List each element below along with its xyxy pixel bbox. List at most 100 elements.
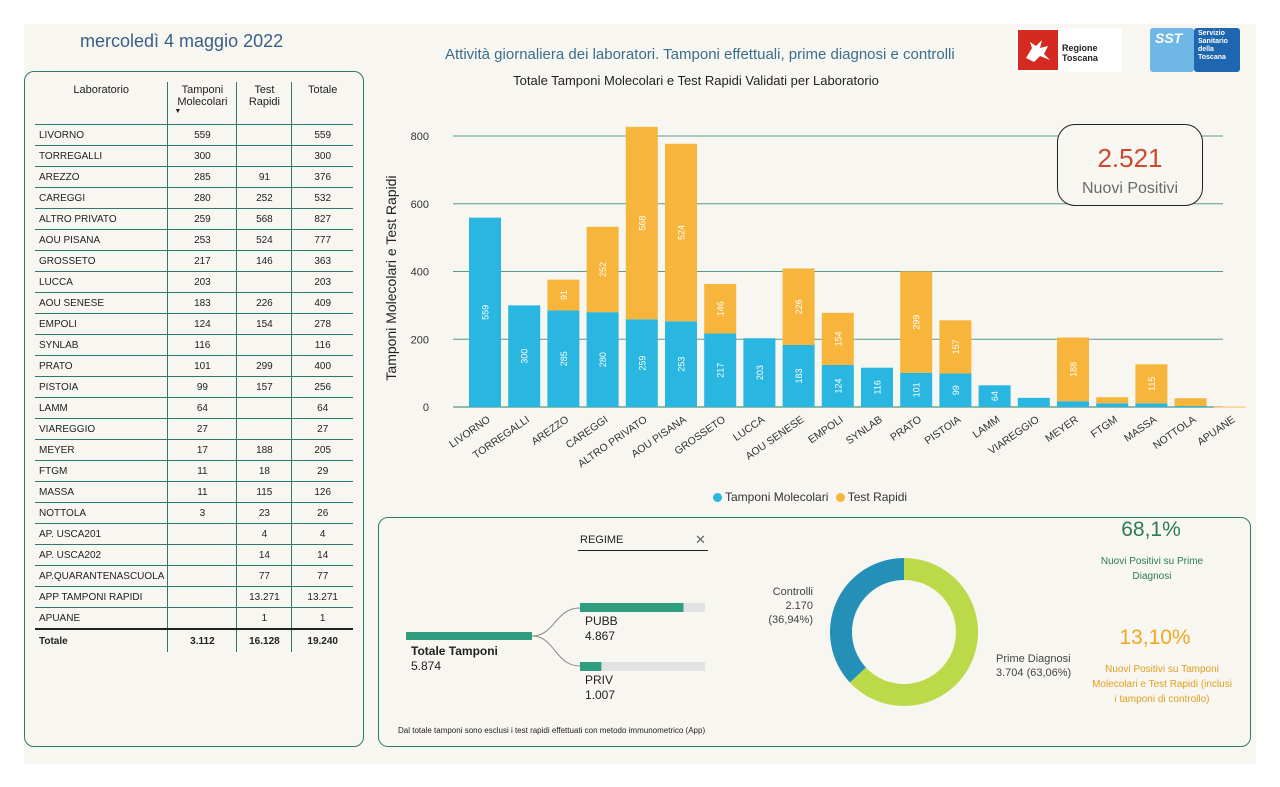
bar-rapidi[interactable]	[625, 126, 658, 320]
cell-laboratorio: SYNLAB	[35, 334, 168, 356]
y-tick-label: 0	[423, 402, 429, 414]
controlli-name: Controlli	[772, 586, 813, 598]
bar-molecolari[interactable]	[900, 372, 933, 407]
bar-rapidi[interactable]	[665, 143, 697, 322]
bar-molecolari[interactable]	[939, 373, 972, 407]
legend-item-molecolari[interactable]: Tamponi Molecolari	[713, 490, 828, 504]
table-row[interactable]: AOU PISANA 253 524 777	[35, 229, 353, 251]
table-row[interactable]: GROSSETO 217 146 363	[35, 250, 353, 272]
cell-laboratorio: TORREGALLI	[35, 145, 168, 167]
table-row[interactable]: AP.QUARANTENASCUOLA 77 77	[35, 565, 353, 587]
cell-totale: 29	[291, 460, 353, 482]
cell-tamponi	[167, 544, 237, 566]
regime-filter-label[interactable]: REGIME	[580, 534, 624, 546]
bar-molecolari[interactable]	[665, 321, 697, 407]
bar-molecolari[interactable]	[821, 364, 854, 407]
table-row[interactable]: FTGM 11 18 29	[35, 460, 353, 482]
priv-bar[interactable]	[580, 662, 602, 671]
table-row[interactable]: AP. USCA202 14 14	[35, 544, 353, 566]
cell-totale: 203	[291, 271, 353, 293]
bar-rapidi[interactable]	[704, 284, 737, 334]
x-tick-label: SYNLAB	[844, 414, 885, 448]
column-header-test-rapidi[interactable]: Test Rapidi	[236, 82, 292, 125]
table-row[interactable]: AP. USCA201 4 4	[35, 523, 353, 545]
bar-molecolari[interactable]	[861, 367, 893, 407]
table-row[interactable]: AREZZO 285 91 376	[35, 166, 353, 188]
controlli-label: Controlli 2.170 (36,94%)	[738, 585, 813, 627]
bar-rapidi[interactable]	[1174, 398, 1207, 406]
table-row[interactable]: AOU SENESE 183 226 409	[35, 292, 353, 314]
bar-rapidi[interactable]	[1135, 364, 1168, 404]
bar-molecolari[interactable]	[1096, 403, 1129, 407]
table-row[interactable]: LIVORNO 559 559	[35, 124, 353, 146]
cell-totale: 532	[291, 187, 353, 209]
table-row[interactable]: PISTOIA 99 157 256	[35, 376, 353, 398]
bar-molecolari[interactable]	[1017, 397, 1050, 407]
donut-slice-controlli[interactable]	[830, 558, 904, 683]
table-row[interactable]: VIAREGGIO 27 27	[35, 418, 353, 440]
table-total-row[interactable]: Totale 3.112 16.128 19.240	[35, 628, 353, 652]
prime-diagnosi-name: Prime Diagnosi	[996, 653, 1071, 665]
cell-laboratorio: LUCCA	[35, 271, 168, 293]
sst-long-label: Servizio Sanitario della Toscana	[1198, 30, 1228, 61]
table-row[interactable]: CAREGGI 280 252 532	[35, 187, 353, 209]
clear-filter-icon[interactable]: ✕	[695, 532, 706, 547]
table-row[interactable]: TORREGALLI 300 300	[35, 145, 353, 167]
table-row[interactable]: APUANE 1 1	[35, 607, 353, 630]
table-row[interactable]: LUCCA 203 203	[35, 271, 353, 293]
data-label: 64	[990, 391, 1000, 401]
bar-rapidi[interactable]	[821, 312, 854, 365]
priv-label: PRIV	[585, 673, 614, 687]
bar-rapidi[interactable]	[939, 320, 972, 374]
pubb-bar[interactable]	[580, 603, 684, 612]
table-row[interactable]: MASSA 11 115 126	[35, 481, 353, 503]
chart-title: Totale Tamponi Molecolari e Test Rapidi …	[513, 73, 879, 88]
cell-tamponi: 300	[167, 145, 237, 167]
bar-rapidi[interactable]	[1096, 397, 1129, 404]
positives-on-tests-label: Nuovi Positivi su Tamponi Molecolari e T…	[1092, 664, 1232, 705]
column-header-laboratorio[interactable]: Laboratorio	[35, 82, 168, 125]
bar-molecolari[interactable]	[469, 217, 501, 407]
column-header-tamponi[interactable]: Tamponi Molecolari ▼	[167, 82, 237, 125]
bar-molecolari[interactable]	[743, 338, 776, 407]
cell-totale: 300	[291, 145, 353, 167]
cell-tamponi	[167, 565, 237, 587]
table-row[interactable]: SYNLAB 116 116	[35, 334, 353, 356]
donut-slice-prime-diagnosi[interactable]	[849, 558, 978, 706]
bar-rapidi[interactable]	[586, 226, 619, 313]
table-row[interactable]: NOTTOLA 3 23 26	[35, 502, 353, 524]
bar-molecolari[interactable]	[782, 345, 815, 407]
table-row[interactable]: PRATO 101 299 400	[35, 355, 353, 377]
table-row[interactable]: APP TAMPONI RAPIDI 13.271 13.271	[35, 586, 353, 608]
table-row[interactable]: LAMM 64 64	[35, 397, 353, 419]
table-row[interactable]: ALTRO PRIVATO 259 568 827	[35, 208, 353, 230]
bar-molecolari[interactable]	[1174, 405, 1207, 407]
stacked-bar-chart: Totale Tamponi Molecolari e Test Rapidi …	[383, 73, 1246, 470]
total-bar[interactable]	[406, 632, 532, 640]
table-row[interactable]: MEYER 17 188 205	[35, 439, 353, 461]
bar-rapidi[interactable]	[900, 271, 933, 373]
bar-molecolari[interactable]	[586, 312, 619, 407]
bar-rapidi[interactable]	[1057, 337, 1089, 402]
cell-totale: 1	[291, 607, 353, 630]
bar-molecolari[interactable]	[704, 333, 737, 407]
table-row[interactable]: EMPOLI 124 154 278	[35, 313, 353, 335]
y-tick-label: 400	[411, 267, 429, 279]
page-title: Attività giornaliera dei laboratori. Tam…	[445, 46, 955, 63]
bar-rapidi[interactable]	[1213, 406, 1246, 408]
cell-totale: 126	[291, 481, 353, 503]
bar-molecolari[interactable]	[625, 319, 658, 407]
cell-test-rapidi: 4	[236, 523, 292, 545]
laboratory-table-panel: Laboratorio Tamponi Molecolari ▼ Test Rap…	[24, 71, 364, 747]
bar-rapidi[interactable]	[547, 279, 580, 311]
bar-rapidi[interactable]	[782, 268, 815, 346]
regime-filter-underline	[578, 550, 708, 551]
bar-molecolari[interactable]	[1057, 401, 1089, 407]
bar-molecolari[interactable]	[547, 310, 580, 407]
sort-down-icon[interactable]: ▼	[174, 108, 182, 115]
bar-molecolari[interactable]	[508, 305, 541, 407]
column-header-totale[interactable]: Totale	[291, 82, 353, 125]
bar-molecolari[interactable]	[978, 385, 1011, 407]
bar-molecolari[interactable]	[1135, 403, 1168, 407]
legend-item-rapidi[interactable]: Test Rapidi	[835, 490, 907, 504]
